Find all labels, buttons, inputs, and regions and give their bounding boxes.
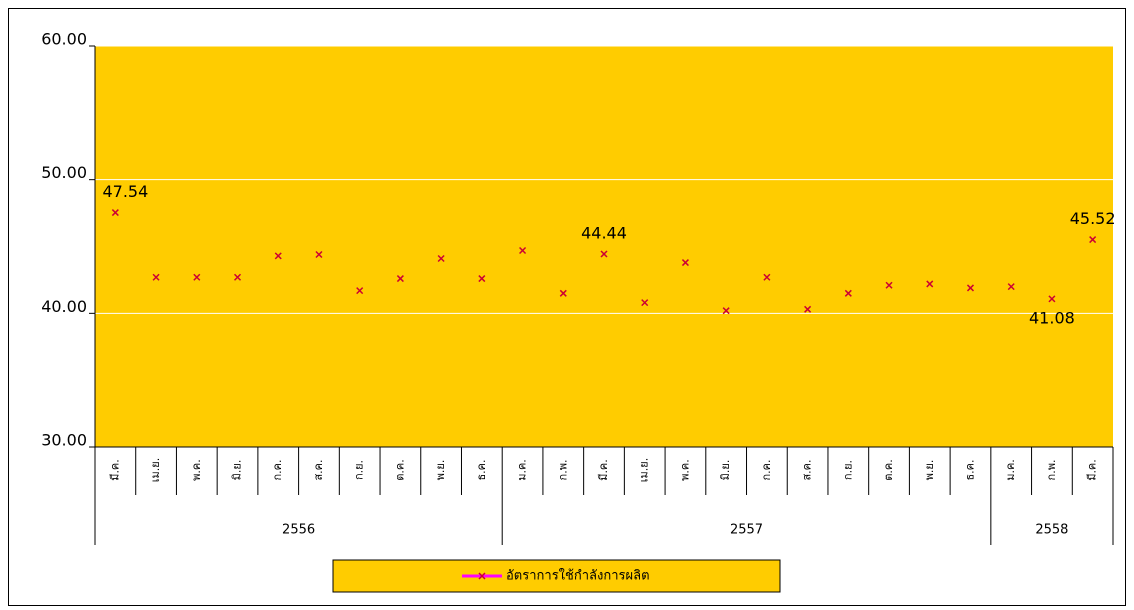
point-marker (844, 289, 852, 297)
x-tick-label: ก.พ. (556, 460, 569, 481)
x-tick-label: เม.ย. (638, 458, 651, 482)
point-marker (804, 305, 812, 313)
point-marker (926, 280, 934, 288)
x-tick-label: ต.ค. (393, 459, 406, 481)
plot-area (95, 46, 1113, 447)
point-marker (1089, 236, 1097, 244)
y-tick-label: 60.00 (41, 30, 87, 49)
x-tick-label: มี.ค. (597, 459, 610, 481)
x-tick-label: มิ.ย. (719, 460, 732, 481)
legend-box (332, 559, 781, 593)
point-marker (274, 252, 282, 260)
point-marker (315, 250, 323, 259)
x-tick-label: พ.ค. (678, 459, 691, 481)
point-marker (233, 273, 242, 281)
data-label: 44.44 (581, 223, 627, 242)
x-tick-label: พ.ย. (434, 460, 447, 481)
x-tick-label: พ.ค. (190, 459, 203, 481)
x-tick-label: มี.ค. (108, 459, 121, 481)
point-marker (1048, 295, 1056, 303)
point-marker (722, 307, 730, 315)
x-tick-label: ม.ค. (516, 459, 529, 481)
x-tick-label: ก.ย. (353, 460, 366, 480)
legend-marker (478, 572, 486, 580)
x-tick-label: พ.ย. (923, 460, 936, 481)
x-tick-label: มี.ค. (1086, 459, 1099, 481)
y-tick-label: 40.00 (41, 297, 87, 316)
x-tick-label: ส.ค. (312, 459, 325, 480)
point-marker (681, 259, 689, 267)
x-tick-label: ธ.ค. (963, 459, 976, 480)
x-tick-label: ก.ย. (841, 460, 854, 480)
point-marker (111, 209, 119, 217)
data-label: 45.52 (1070, 209, 1116, 228)
point-marker (641, 299, 649, 307)
point-marker (437, 254, 445, 263)
legend-label: อัตราการใช้กำลังการผลิต (506, 568, 650, 584)
point-marker (478, 275, 486, 283)
point-marker (356, 287, 364, 295)
x-tick-label: ม.ค. (1004, 459, 1017, 481)
x-tick-label: ส.ค. (801, 459, 814, 480)
point-marker (519, 246, 527, 255)
data-label: 41.08 (1029, 308, 1075, 327)
group-label: 2557 (730, 523, 763, 538)
x-tick-label: มิ.ย. (231, 460, 244, 481)
group-label: 2558 (1035, 523, 1068, 538)
x-tick-label: ก.ค. (760, 459, 773, 480)
point-marker (193, 273, 201, 281)
point-marker (1007, 283, 1015, 291)
point-marker (559, 289, 567, 297)
y-tick-label: 50.00 (41, 163, 87, 182)
point-marker (600, 250, 608, 258)
point-marker (396, 275, 404, 283)
y-tick-label: 30.00 (41, 431, 87, 450)
point-marker (152, 273, 160, 281)
group-label: 2556 (282, 523, 315, 538)
x-tick-label: ต.ค. (882, 459, 895, 481)
point-marker (966, 284, 975, 292)
x-tick-label: ก.ค. (271, 459, 284, 480)
point-marker (885, 281, 893, 289)
point-marker (763, 273, 771, 281)
data-label: 47.54 (102, 182, 148, 201)
x-tick-label: เม.ย. (149, 458, 162, 482)
x-tick-label: ก.พ. (1045, 460, 1058, 481)
x-tick-label: ธ.ค. (475, 459, 488, 480)
